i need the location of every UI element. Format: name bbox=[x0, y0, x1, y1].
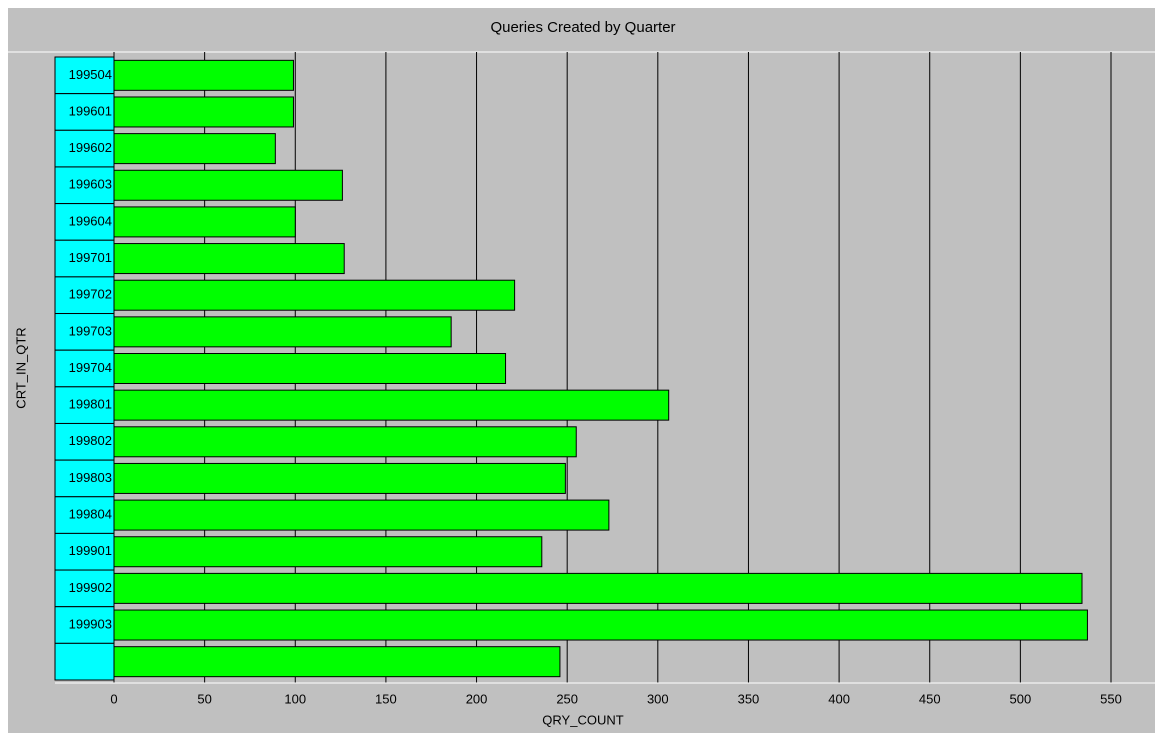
x-tick-label: 350 bbox=[738, 691, 760, 706]
y-tick-label: 199803 bbox=[69, 470, 112, 485]
y-tick-label: 199801 bbox=[69, 397, 112, 412]
y-tick-label: 199902 bbox=[69, 580, 112, 595]
bar bbox=[114, 537, 542, 567]
y-tick-label: 199802 bbox=[69, 433, 112, 448]
y-tick-label: 199504 bbox=[69, 67, 112, 82]
bar bbox=[114, 390, 669, 420]
chart: Queries Created by Quarter QRY_COUNT CRT… bbox=[0, 0, 1155, 733]
y-tick-label: 199901 bbox=[69, 543, 112, 558]
x-tick-label: 50 bbox=[197, 691, 211, 706]
bar bbox=[114, 170, 342, 200]
y-axis-label: CRT_IN_QTR bbox=[13, 327, 28, 408]
bar bbox=[114, 354, 506, 384]
chart-title: Queries Created by Quarter bbox=[490, 19, 675, 36]
bar bbox=[114, 244, 344, 274]
x-tick-label: 400 bbox=[828, 691, 850, 706]
x-tick-label: 100 bbox=[284, 691, 306, 706]
x-tick-label: 300 bbox=[647, 691, 669, 706]
category-box bbox=[55, 643, 114, 680]
bar bbox=[114, 134, 275, 164]
y-tick-label: 199602 bbox=[69, 140, 112, 155]
bar bbox=[114, 500, 609, 530]
bar bbox=[114, 463, 565, 493]
bar bbox=[114, 97, 293, 127]
x-tick-label: 0 bbox=[110, 691, 117, 706]
x-axis-label: QRY_COUNT bbox=[542, 712, 623, 727]
bar bbox=[114, 573, 1082, 603]
bar bbox=[114, 317, 451, 347]
bar bbox=[114, 610, 1087, 640]
bar bbox=[114, 427, 576, 457]
x-tick-label: 550 bbox=[1100, 691, 1122, 706]
bar bbox=[114, 207, 295, 237]
x-tick-label: 500 bbox=[1010, 691, 1032, 706]
y-tick-label: 199702 bbox=[69, 287, 112, 302]
y-tick-label: 199601 bbox=[69, 103, 112, 118]
y-tick-label: 199903 bbox=[69, 616, 112, 631]
x-tick-label: 200 bbox=[466, 691, 488, 706]
bar bbox=[114, 280, 515, 310]
y-tick-label: 199704 bbox=[69, 360, 112, 375]
x-tick-label: 150 bbox=[375, 691, 397, 706]
bar bbox=[114, 60, 293, 90]
y-tick-label: 199703 bbox=[69, 323, 112, 338]
x-tick-label: 250 bbox=[556, 691, 578, 706]
y-tick-label: 199604 bbox=[69, 213, 112, 228]
y-tick-label: 199804 bbox=[69, 507, 112, 522]
y-tick-label: 199603 bbox=[69, 177, 112, 192]
y-tick-label: 199701 bbox=[69, 250, 112, 265]
x-tick-label: 450 bbox=[919, 691, 941, 706]
bar bbox=[114, 647, 560, 677]
